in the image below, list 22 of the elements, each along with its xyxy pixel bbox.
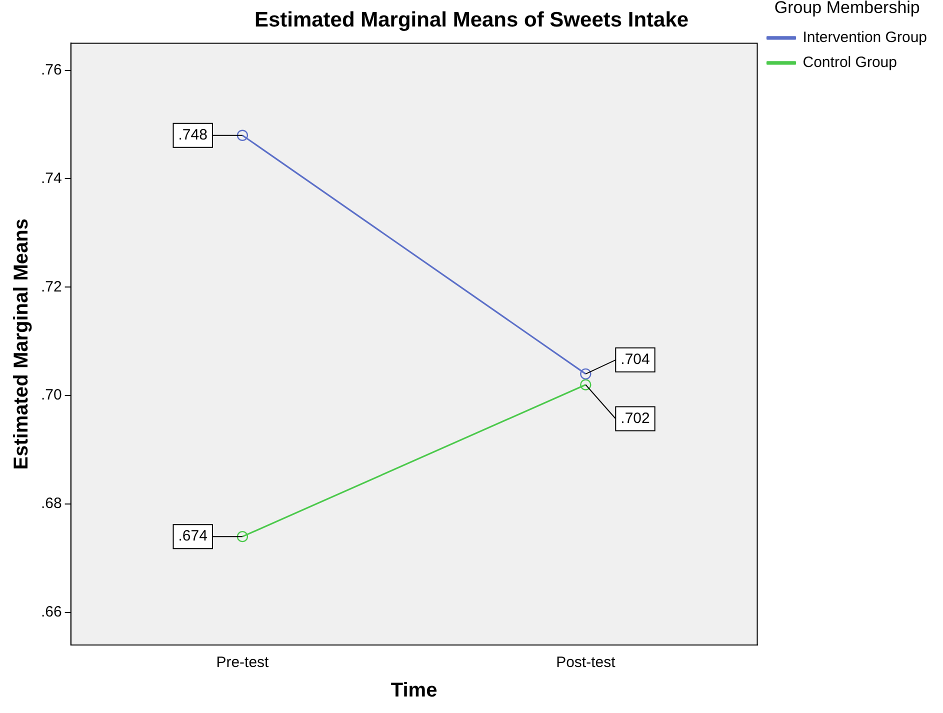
- y-tick-label: .70: [40, 386, 62, 404]
- point: [236, 530, 248, 542]
- data-label: .748: [178, 126, 208, 144]
- y-tick-label: .68: [40, 495, 62, 512]
- legend-title: Group Membership: [774, 0, 920, 18]
- y-tick-label: .72: [40, 278, 62, 296]
- x-tick-label: Post-test: [556, 654, 616, 672]
- point: [236, 130, 248, 141]
- y-tick-label: .66: [40, 604, 62, 621]
- point: [580, 368, 592, 380]
- legend-label: Intervention Group: [802, 29, 928, 46]
- y-tick-label: .74: [40, 170, 62, 187]
- y-tick-label: .76: [40, 61, 62, 78]
- data-label: .704: [620, 351, 650, 368]
- data-label: .674: [178, 528, 208, 545]
- point: [580, 379, 592, 390]
- data-label: .702: [620, 410, 650, 427]
- y-axis-title: Estimated Marginal Means: [10, 218, 33, 470]
- chart-title: Estimated Marginal Means of Sweets Intake: [254, 8, 689, 32]
- legend-label: Control Group: [802, 54, 897, 72]
- x-tick-label: Pre-test: [216, 654, 270, 672]
- x-axis-title: Time: [390, 680, 438, 702]
